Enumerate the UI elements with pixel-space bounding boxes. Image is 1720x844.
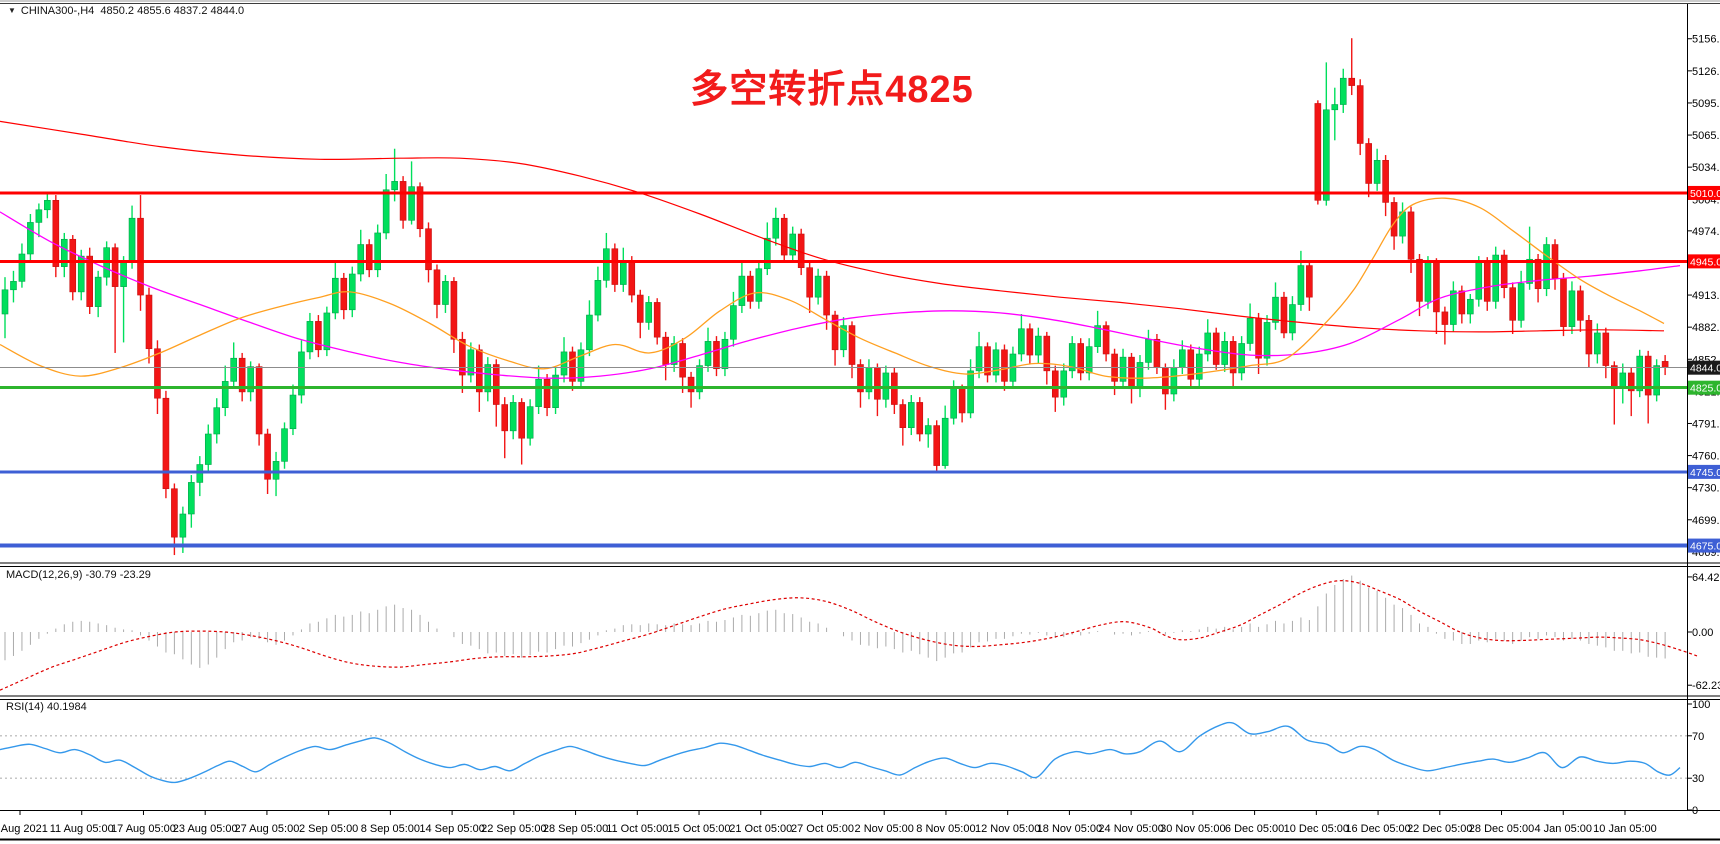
svg-text:18 Nov 05:00: 18 Nov 05:00 [1037,823,1102,835]
svg-text:64.42: 64.42 [1692,572,1720,584]
svg-text:10 Jan 05:00: 10 Jan 05:00 [1593,823,1657,835]
chart-annotation: 多空转折点4825 [690,69,974,111]
svg-text:4730.0: 4730.0 [1692,483,1720,495]
svg-text:17 Aug 05:00: 17 Aug 05:00 [111,823,176,835]
svg-text:4825.0: 4825.0 [1690,383,1720,395]
svg-text:5126.0: 5126.0 [1692,66,1720,78]
svg-text:5156.5: 5156.5 [1692,34,1720,46]
svg-text:5034.5: 5034.5 [1692,162,1720,174]
svg-text:4699.5: 4699.5 [1692,515,1720,527]
chevron-down-icon[interactable]: ▼ [8,6,16,15]
price-badges: 5010.0 4945.0 4844.0 4825.0 4745.0 4675.0 [1688,185,1720,553]
svg-text:22 Dec 05:00: 22 Dec 05:00 [1407,823,1472,835]
svg-text:8 Sep 05:00: 8 Sep 05:00 [361,823,420,835]
svg-text:4913.0: 4913.0 [1692,290,1720,302]
rsi-indicator-label: RSI(14) 40.1984 [6,701,87,713]
svg-text:5 Aug 2021: 5 Aug 2021 [0,823,48,835]
rsi-panel: 100 70 30 0 [0,699,1710,817]
svg-text:4745.0: 4745.0 [1690,467,1720,479]
svg-text:2 Sep 05:00: 2 Sep 05:00 [299,823,358,835]
svg-text:5095.5: 5095.5 [1692,98,1720,110]
svg-text:27 Oct 05:00: 27 Oct 05:00 [791,823,854,835]
svg-text:5010.0: 5010.0 [1690,188,1720,200]
svg-text:2 Nov 05:00: 2 Nov 05:00 [855,823,914,835]
svg-text:11 Aug 05:00: 11 Aug 05:00 [50,823,114,835]
svg-text:4945.0: 4945.0 [1690,256,1720,268]
symbol-header: ▼ CHINA300-,H4 4850.2 4855.6 4837.2 4844.… [8,5,244,17]
ma-red [0,120,1665,333]
svg-text:4760.5: 4760.5 [1692,451,1720,463]
candlestick-series [1,38,1669,556]
svg-text:6 Dec 05:00: 6 Dec 05:00 [1225,823,1284,835]
svg-text:11 Oct 05:00: 11 Oct 05:00 [606,823,668,835]
svg-text:5065.0: 5065.0 [1692,130,1720,142]
macd-panel: 64.42 0.00 -62.23 [0,572,1720,692]
symbol-name: CHINA300-,H4 [20,5,95,17]
svg-text:4 Jan 05:00: 4 Jan 05:00 [1535,823,1593,835]
macd-indicator-label: MACD(12,26,9) -30.79 -23.29 [6,569,151,581]
svg-text:4882.5: 4882.5 [1692,322,1720,334]
ma-orange [0,197,1665,379]
svg-text:24 Nov 05:00: 24 Nov 05:00 [1098,823,1163,835]
svg-text:28 Sep 05:00: 28 Sep 05:00 [543,823,608,835]
svg-text:15 Oct 05:00: 15 Oct 05:00 [668,823,731,835]
svg-text:4791.0: 4791.0 [1692,418,1720,430]
svg-text:0.00: 0.00 [1692,627,1713,639]
svg-text:4675.0: 4675.0 [1690,541,1720,553]
svg-text:21 Oct 05:00: 21 Oct 05:00 [729,823,792,835]
price-axis: 5156.55126.05095.55065.05034.55004.04974… [1687,34,1720,559]
svg-text:100: 100 [1692,699,1710,711]
svg-text:30: 30 [1692,773,1704,785]
svg-text:8 Nov 05:00: 8 Nov 05:00 [916,823,975,835]
ma-magenta [0,211,1681,379]
svg-text:4844.0: 4844.0 [1690,363,1720,375]
svg-text:27 Aug 05:00: 27 Aug 05:00 [234,823,299,835]
svg-text:16 Dec 05:00: 16 Dec 05:00 [1345,823,1410,835]
svg-text:14 Sep 05:00: 14 Sep 05:00 [419,823,484,835]
svg-text:30 Nov 05:00: 30 Nov 05:00 [1160,823,1225,835]
horizontal-level-lines [0,191,1687,548]
svg-text:10 Dec 05:00: 10 Dec 05:00 [1284,823,1349,835]
ohlc-readout: 4850.2 4855.6 4837.2 4844.0 [100,5,245,17]
svg-text:-62.23: -62.23 [1692,680,1720,692]
svg-text:22 Sep 05:00: 22 Sep 05:00 [481,823,546,835]
svg-text:28 Dec 05:00: 28 Dec 05:00 [1469,823,1534,835]
svg-text:70: 70 [1692,731,1704,743]
svg-text:12 Nov 05:00: 12 Nov 05:00 [975,823,1040,835]
svg-text:4974.0: 4974.0 [1692,226,1720,238]
svg-text:0: 0 [1692,805,1698,817]
svg-text:23 Aug 05:00: 23 Aug 05:00 [173,823,238,835]
